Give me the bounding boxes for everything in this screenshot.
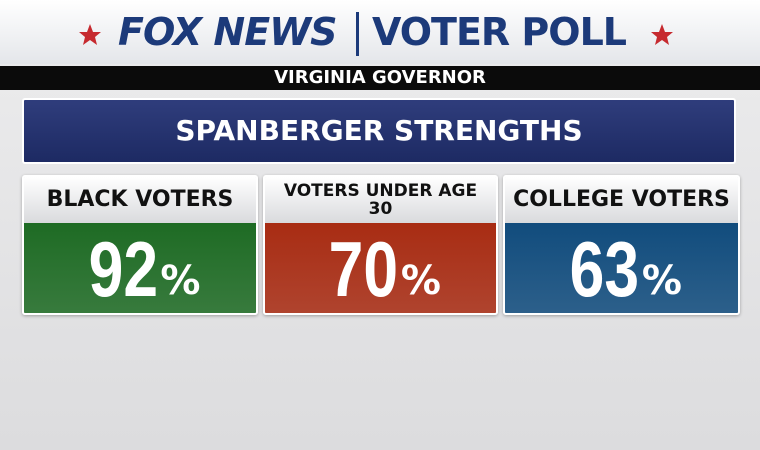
stat-card: BLACK VOTERS 92% (22, 175, 258, 315)
card-label: COLLEGE VOTERS (505, 177, 738, 223)
unit: % (641, 258, 682, 304)
value: 70 (328, 224, 399, 313)
card-label: BLACK VOTERS (24, 177, 256, 223)
header: FOX NEWS VOTER POLL (0, 0, 760, 64)
value: 92 (88, 224, 158, 313)
star (651, 24, 673, 45)
star (79, 24, 101, 45)
logo: FOX NEWS (118, 10, 337, 54)
unit: % (400, 258, 441, 304)
card-value: 63% (505, 223, 738, 313)
stat-card: COLLEGE VOTERS 63% (503, 175, 740, 315)
stat-card: VOTERS UNDER AGE 30 70% (263, 175, 498, 315)
banner: SPANBERGER STRENGTHS (22, 98, 736, 164)
value: 63 (569, 224, 640, 313)
stars (79, 24, 673, 45)
unit: % (160, 258, 201, 304)
card-label: VOTERS UNDER AGE 30 (265, 177, 496, 223)
separator (356, 12, 359, 56)
card-value: 92% (24, 223, 256, 313)
card-value: 70% (265, 223, 496, 313)
title: VOTER POLL (372, 10, 627, 54)
subtitle: VIRGINIA GOVERNOR (0, 66, 760, 90)
